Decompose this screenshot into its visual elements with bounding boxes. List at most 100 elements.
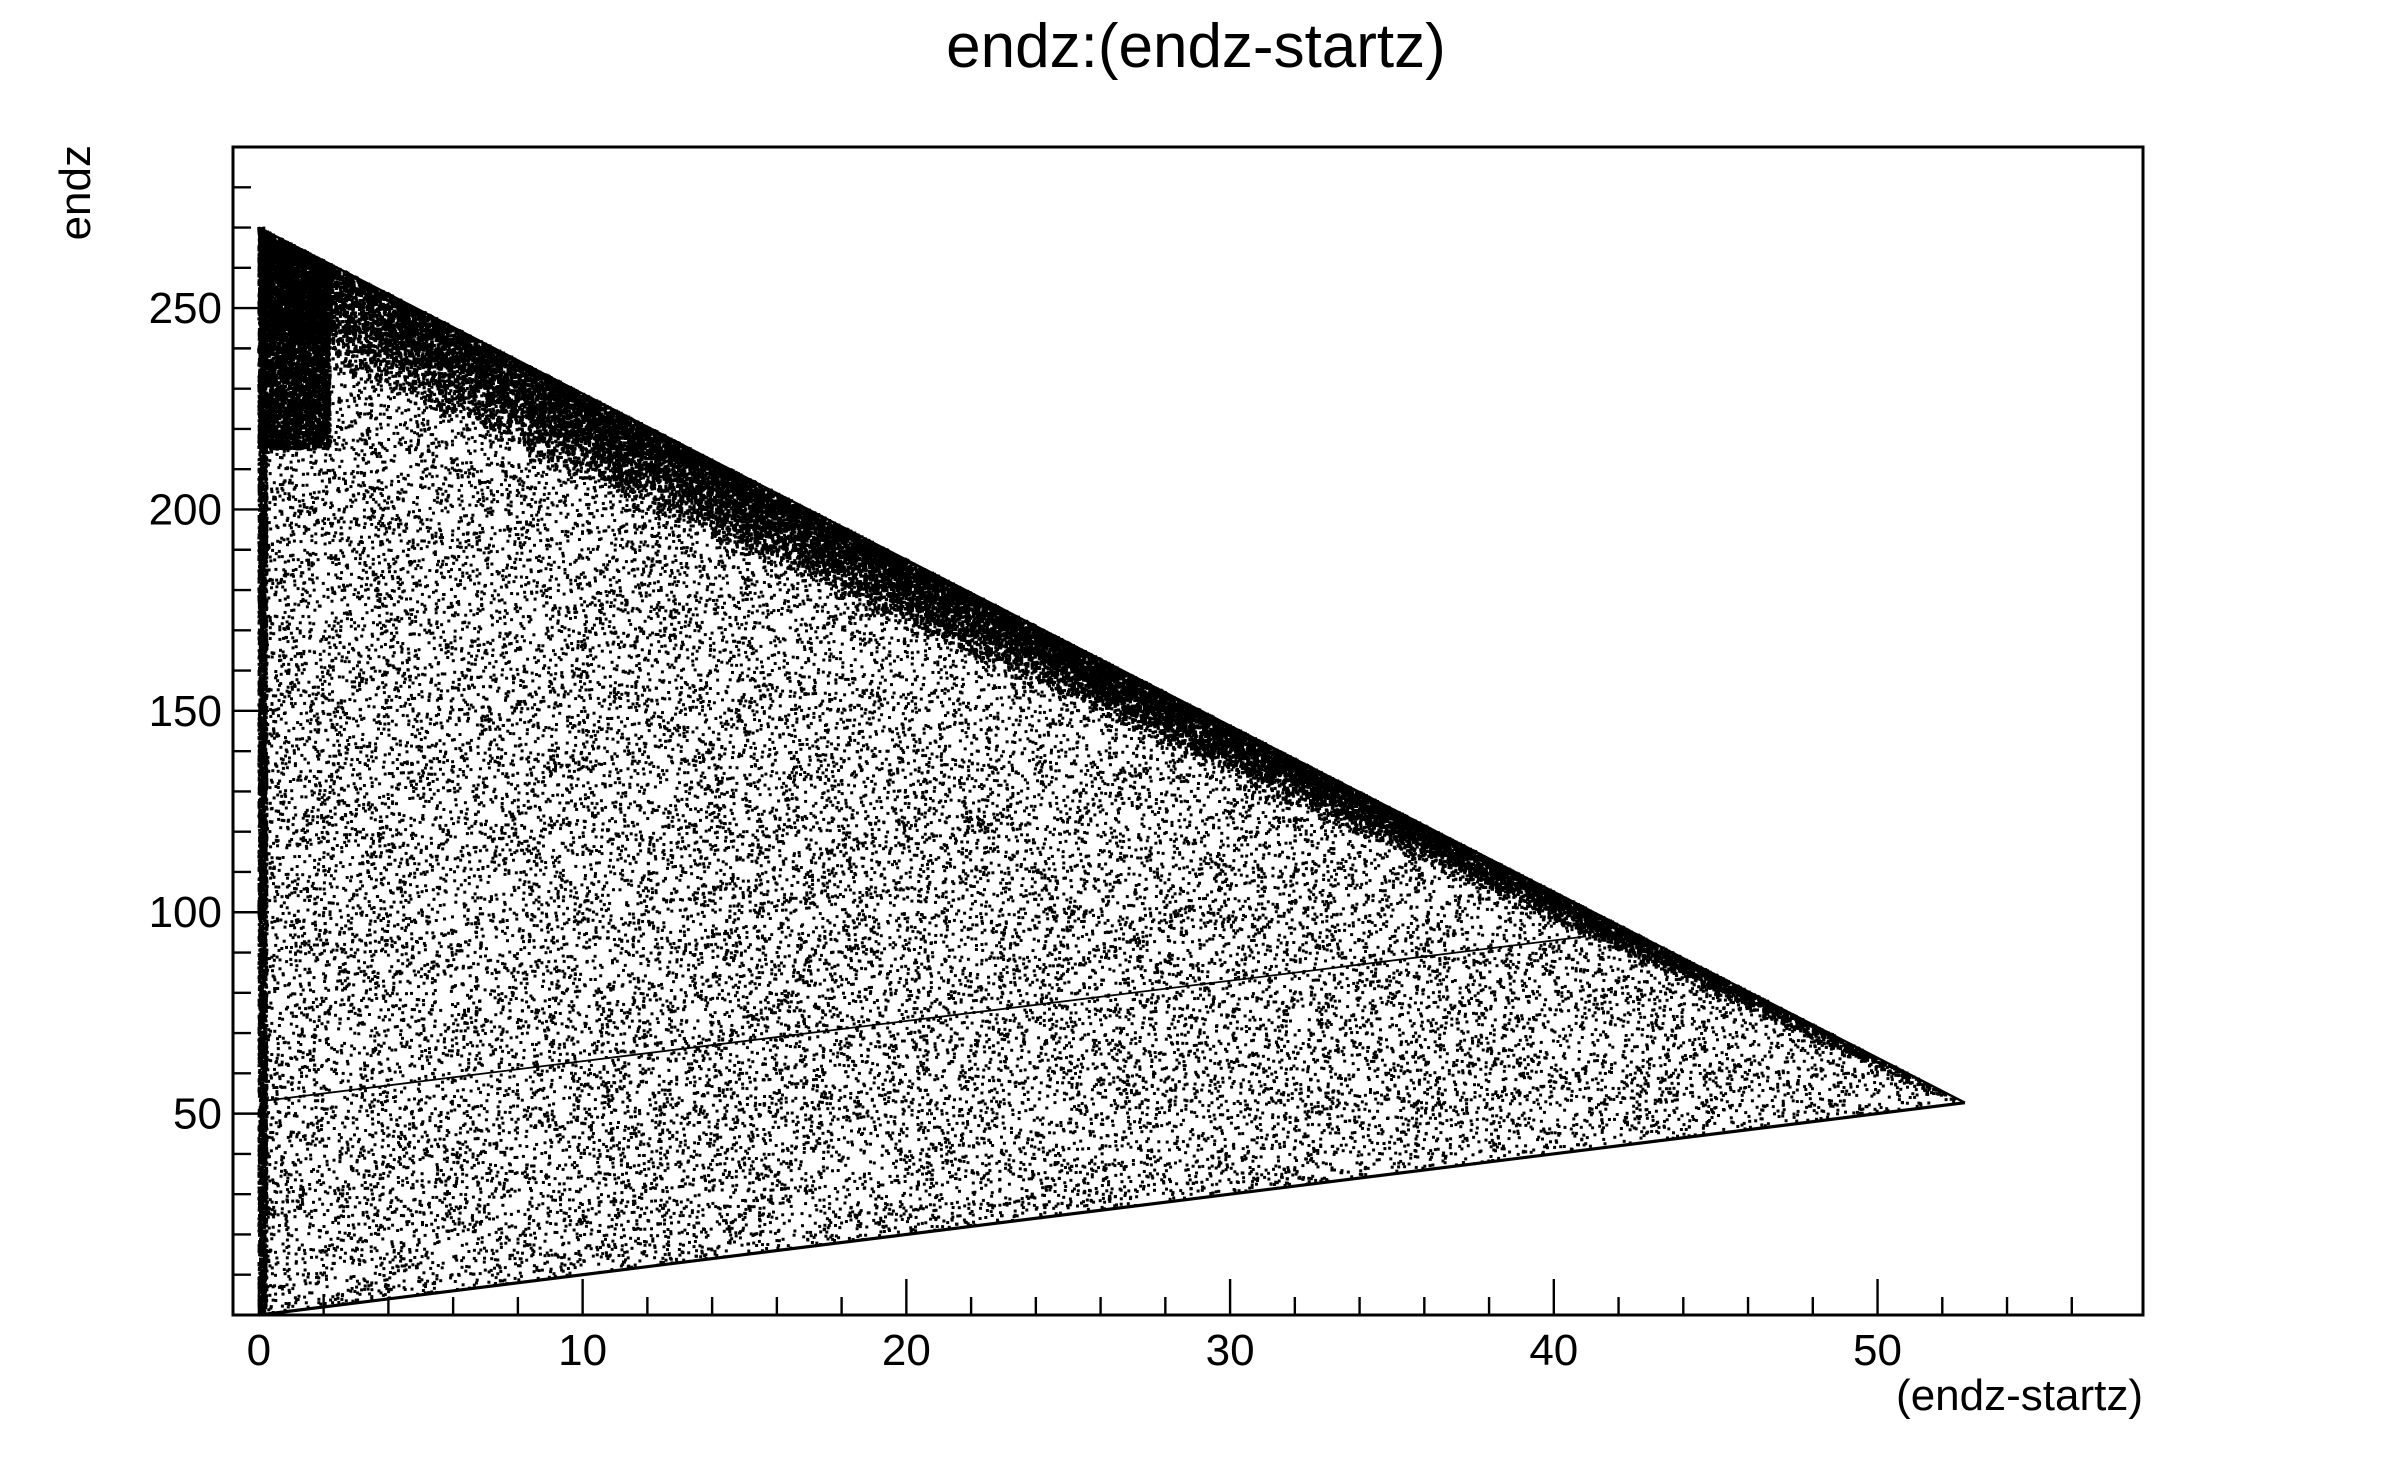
- data-point: [390, 483, 393, 486]
- data-point: [1762, 1074, 1765, 1077]
- data-point: [553, 1090, 556, 1093]
- data-point: [595, 862, 598, 865]
- data-point: [609, 605, 612, 608]
- data-point: [1098, 787, 1101, 790]
- data-point: [1027, 1091, 1030, 1094]
- data-point: [923, 677, 926, 680]
- data-point: [1303, 1061, 1306, 1064]
- data-point: [1438, 1037, 1441, 1040]
- data-point: [566, 535, 569, 538]
- data-point: [1074, 832, 1077, 835]
- data-point: [714, 911, 717, 914]
- data-point: [284, 611, 287, 614]
- data-point: [491, 623, 494, 626]
- data-point: [1386, 979, 1389, 982]
- data-point: [1100, 907, 1103, 910]
- data-point: [747, 1135, 750, 1138]
- data-point: [690, 781, 693, 784]
- data-point: [719, 819, 722, 822]
- data-point: [1620, 1133, 1623, 1136]
- data-point: [1485, 1128, 1488, 1131]
- data-point: [1680, 1128, 1683, 1131]
- data-point: [1343, 1060, 1346, 1063]
- data-point: [1210, 866, 1213, 869]
- data-point: [372, 621, 375, 624]
- data-point: [1392, 1004, 1395, 1007]
- data-point: [1837, 1085, 1840, 1088]
- data-point: [1125, 1015, 1128, 1018]
- data-point: [1609, 948, 1612, 951]
- data-point: [1131, 801, 1134, 804]
- data-point: [511, 1254, 514, 1257]
- data-point: [1426, 981, 1429, 984]
- data-point: [683, 530, 686, 533]
- data-point: [476, 724, 479, 727]
- data-point: [919, 1198, 922, 1201]
- data-point: [283, 1086, 286, 1089]
- data-point: [1361, 1009, 1364, 1012]
- data-point: [310, 466, 313, 469]
- data-point: [588, 1153, 591, 1156]
- data-point: [555, 728, 558, 731]
- data-point: [1621, 992, 1624, 995]
- data-point: [857, 1091, 860, 1094]
- data-point: [1003, 948, 1006, 951]
- data-point: [406, 1223, 409, 1226]
- data-point: [531, 679, 534, 682]
- data-point: [505, 1089, 508, 1092]
- data-point: [678, 1254, 681, 1257]
- data-point: [819, 1210, 822, 1213]
- data-point: [611, 1034, 614, 1037]
- data-point: [715, 546, 718, 549]
- data-point: [1235, 779, 1238, 782]
- data-point: [516, 1251, 519, 1254]
- data-point: [678, 1034, 681, 1037]
- data-point: [323, 650, 326, 653]
- data-point: [1472, 983, 1475, 986]
- data-point: [685, 635, 688, 638]
- data-point: [720, 1146, 723, 1149]
- data-point: [1536, 1098, 1539, 1101]
- data-point: [1659, 1064, 1662, 1067]
- data-point: [276, 982, 279, 985]
- data-point: [480, 1104, 483, 1107]
- data-point: [1112, 1029, 1115, 1032]
- data-point: [590, 1031, 593, 1034]
- data-point: [690, 915, 693, 918]
- data-point: [826, 707, 829, 710]
- data-point: [1065, 898, 1068, 901]
- data-point: [758, 1103, 761, 1106]
- data-point: [1307, 1123, 1310, 1126]
- data-point: [1672, 1131, 1675, 1134]
- data-point: [282, 700, 285, 703]
- data-point: [344, 951, 347, 954]
- data-point: [871, 1187, 874, 1190]
- data-point: [620, 693, 623, 696]
- data-point: [308, 951, 311, 954]
- data-point: [576, 819, 579, 822]
- data-point: [514, 1226, 517, 1229]
- data-point: [501, 1008, 504, 1011]
- data-point: [917, 780, 920, 783]
- data-point: [886, 977, 889, 980]
- data-point: [1496, 901, 1499, 904]
- data-point: [635, 743, 638, 746]
- data-point: [966, 1120, 969, 1123]
- data-point: [918, 709, 921, 712]
- data-point: [528, 1222, 531, 1225]
- data-point: [1252, 871, 1255, 874]
- data-point: [342, 1210, 345, 1213]
- data-point: [771, 718, 774, 721]
- data-point: [595, 926, 598, 929]
- data-point: [907, 972, 910, 975]
- data-point: [917, 1138, 920, 1141]
- data-point: [850, 1129, 853, 1132]
- data-point: [1392, 1066, 1395, 1069]
- data-point: [416, 564, 419, 567]
- data-point: [693, 629, 696, 632]
- data-point: [1066, 738, 1069, 741]
- data-point: [632, 824, 635, 827]
- data-point: [366, 611, 369, 614]
- data-point: [849, 1092, 852, 1095]
- data-point: [365, 571, 368, 574]
